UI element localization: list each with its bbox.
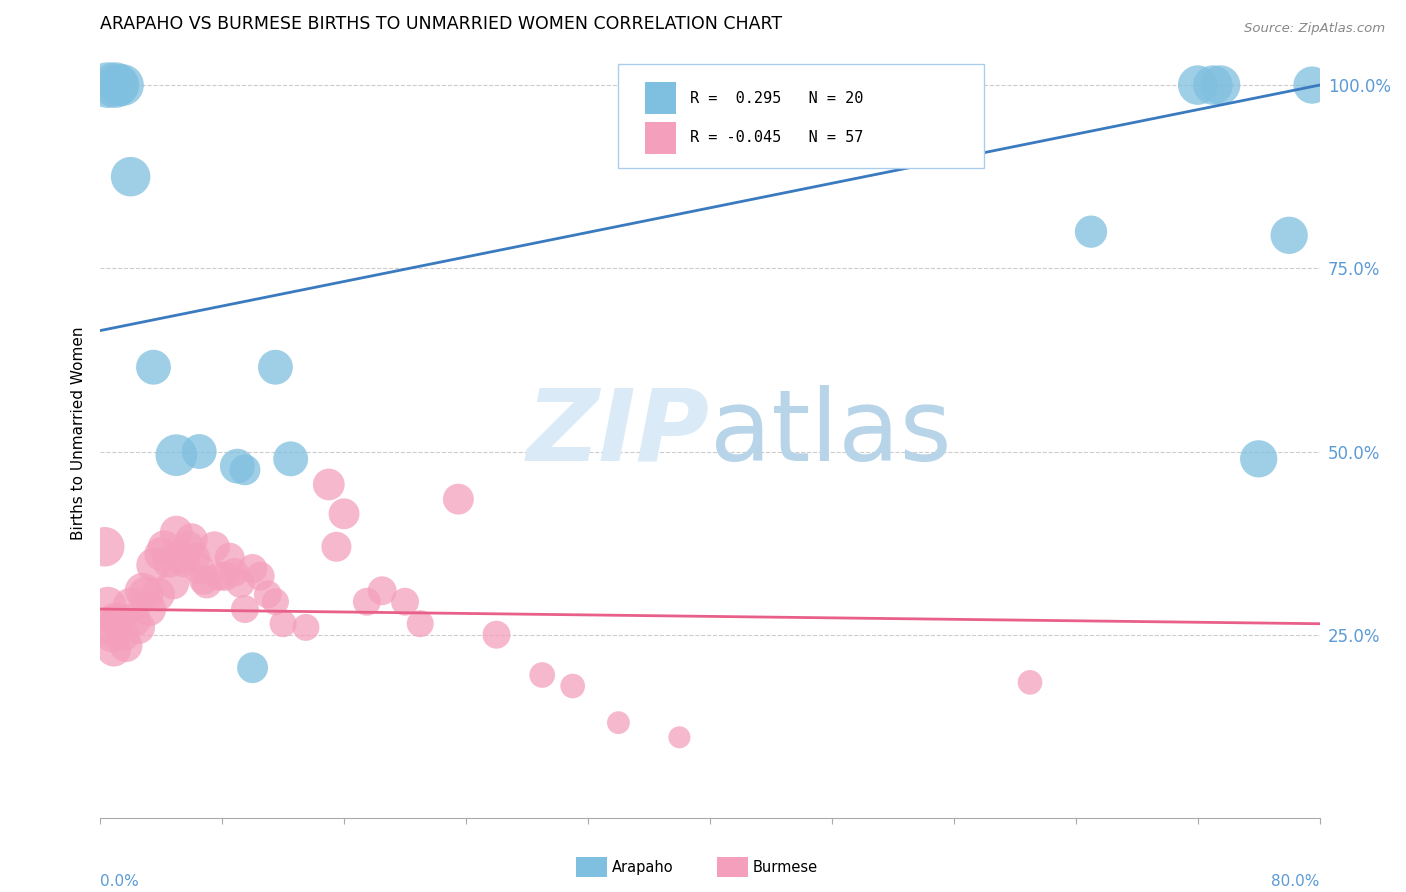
Bar <box>645 82 676 114</box>
Point <box>150 547 173 561</box>
FancyBboxPatch shape <box>619 64 984 168</box>
Point <box>193 573 215 587</box>
Point <box>97 78 120 92</box>
Text: ARAPAHO VS BURMESE BIRTHS TO UNMARRIED WOMEN CORRELATION CHART: ARAPAHO VS BURMESE BIRTHS TO UNMARRIED W… <box>100 15 782 33</box>
Point <box>188 444 211 458</box>
Point <box>157 554 180 568</box>
Text: Source: ZipAtlas.com: Source: ZipAtlas.com <box>1244 22 1385 36</box>
Point <box>1187 78 1209 92</box>
Point <box>356 595 378 609</box>
Point <box>233 463 256 477</box>
Point <box>531 668 554 682</box>
Point <box>188 562 211 576</box>
Point <box>195 576 218 591</box>
Point <box>111 78 134 92</box>
Point <box>256 587 278 601</box>
Point <box>138 602 160 616</box>
Point <box>120 169 142 184</box>
Point <box>183 550 205 565</box>
Point <box>264 595 287 609</box>
Text: Burmese: Burmese <box>752 860 817 874</box>
Text: R = -0.045   N = 57: R = -0.045 N = 57 <box>690 130 863 145</box>
Point <box>295 620 318 634</box>
Point <box>127 620 149 634</box>
Point <box>132 583 155 598</box>
Point <box>318 477 340 491</box>
Point <box>607 715 630 730</box>
Text: 80.0%: 80.0% <box>1271 874 1320 889</box>
Bar <box>645 121 676 154</box>
Point <box>173 554 195 568</box>
Point <box>485 628 508 642</box>
Point <box>142 558 165 573</box>
Point <box>233 602 256 616</box>
Point <box>242 661 264 675</box>
Point <box>153 540 176 554</box>
Point <box>107 78 129 92</box>
Point <box>101 628 124 642</box>
Point <box>409 616 432 631</box>
Point <box>100 620 122 634</box>
Text: Arapaho: Arapaho <box>612 860 673 874</box>
Point <box>229 576 252 591</box>
Point <box>162 576 184 591</box>
Point <box>177 540 200 554</box>
Point <box>264 360 287 375</box>
Y-axis label: Births to Unmarried Women: Births to Unmarried Women <box>72 326 86 540</box>
Point <box>142 360 165 375</box>
Text: R =  0.295   N = 20: R = 0.295 N = 20 <box>690 91 863 105</box>
Point <box>447 492 470 507</box>
Point <box>226 459 249 474</box>
Point <box>180 533 202 547</box>
Point <box>103 642 125 657</box>
Point <box>146 587 169 601</box>
Point <box>1202 78 1225 92</box>
Point <box>218 550 240 565</box>
Point <box>271 616 294 631</box>
Point <box>394 595 416 609</box>
Text: ZIP: ZIP <box>527 384 710 482</box>
Point <box>1247 451 1270 466</box>
Point <box>1301 78 1323 92</box>
Point <box>97 599 120 613</box>
Point <box>120 599 142 613</box>
Point <box>561 679 583 693</box>
Point <box>1019 675 1042 690</box>
Point <box>93 540 115 554</box>
Text: atlas: atlas <box>710 384 952 482</box>
Point <box>135 587 157 601</box>
Point <box>165 448 187 462</box>
Point <box>104 613 127 627</box>
Point <box>165 525 187 540</box>
Point <box>668 731 690 745</box>
Point <box>280 451 302 466</box>
Point <box>107 613 129 627</box>
Point <box>371 583 394 598</box>
Point <box>122 613 145 627</box>
Point <box>111 628 134 642</box>
Point <box>333 507 356 521</box>
Point <box>224 566 246 580</box>
Point <box>104 78 127 92</box>
Point <box>170 550 193 565</box>
Point <box>115 639 138 653</box>
Point <box>1209 78 1232 92</box>
Point <box>214 569 236 583</box>
Point <box>249 569 271 583</box>
Point <box>242 562 264 576</box>
Point <box>1278 228 1301 243</box>
Point <box>1080 225 1102 239</box>
Point <box>204 540 226 554</box>
Point <box>325 540 347 554</box>
Point <box>208 569 231 583</box>
Text: 0.0%: 0.0% <box>100 874 139 889</box>
